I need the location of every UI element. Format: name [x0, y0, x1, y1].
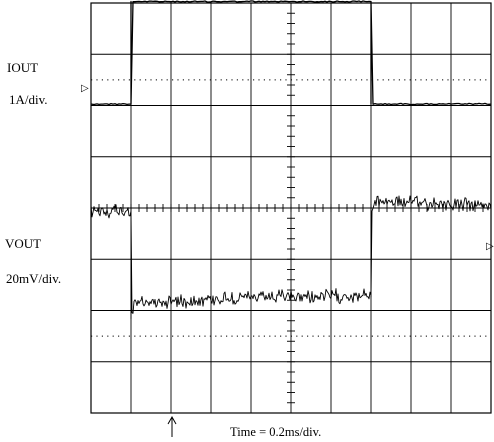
channel-1-marker: ▷: [81, 83, 89, 94]
trigger-arrow: [167, 415, 177, 437]
vout-scale-label: 20mV/div.: [6, 271, 61, 286]
channel-markers: ▷▷: [81, 83, 494, 252]
channel-2-marker: ▷: [486, 241, 494, 252]
iout-label: IOUT: [7, 60, 38, 75]
iout-scale-label: 1A/div.: [9, 92, 48, 107]
time-per-div-label: Time = 0.2ms/div.: [230, 425, 321, 439]
waveform-traces: [90, 0, 492, 320]
vout-trace: [90, 195, 492, 320]
vout-label: VOUT: [5, 236, 41, 251]
iout-trace: [90, 0, 492, 106]
